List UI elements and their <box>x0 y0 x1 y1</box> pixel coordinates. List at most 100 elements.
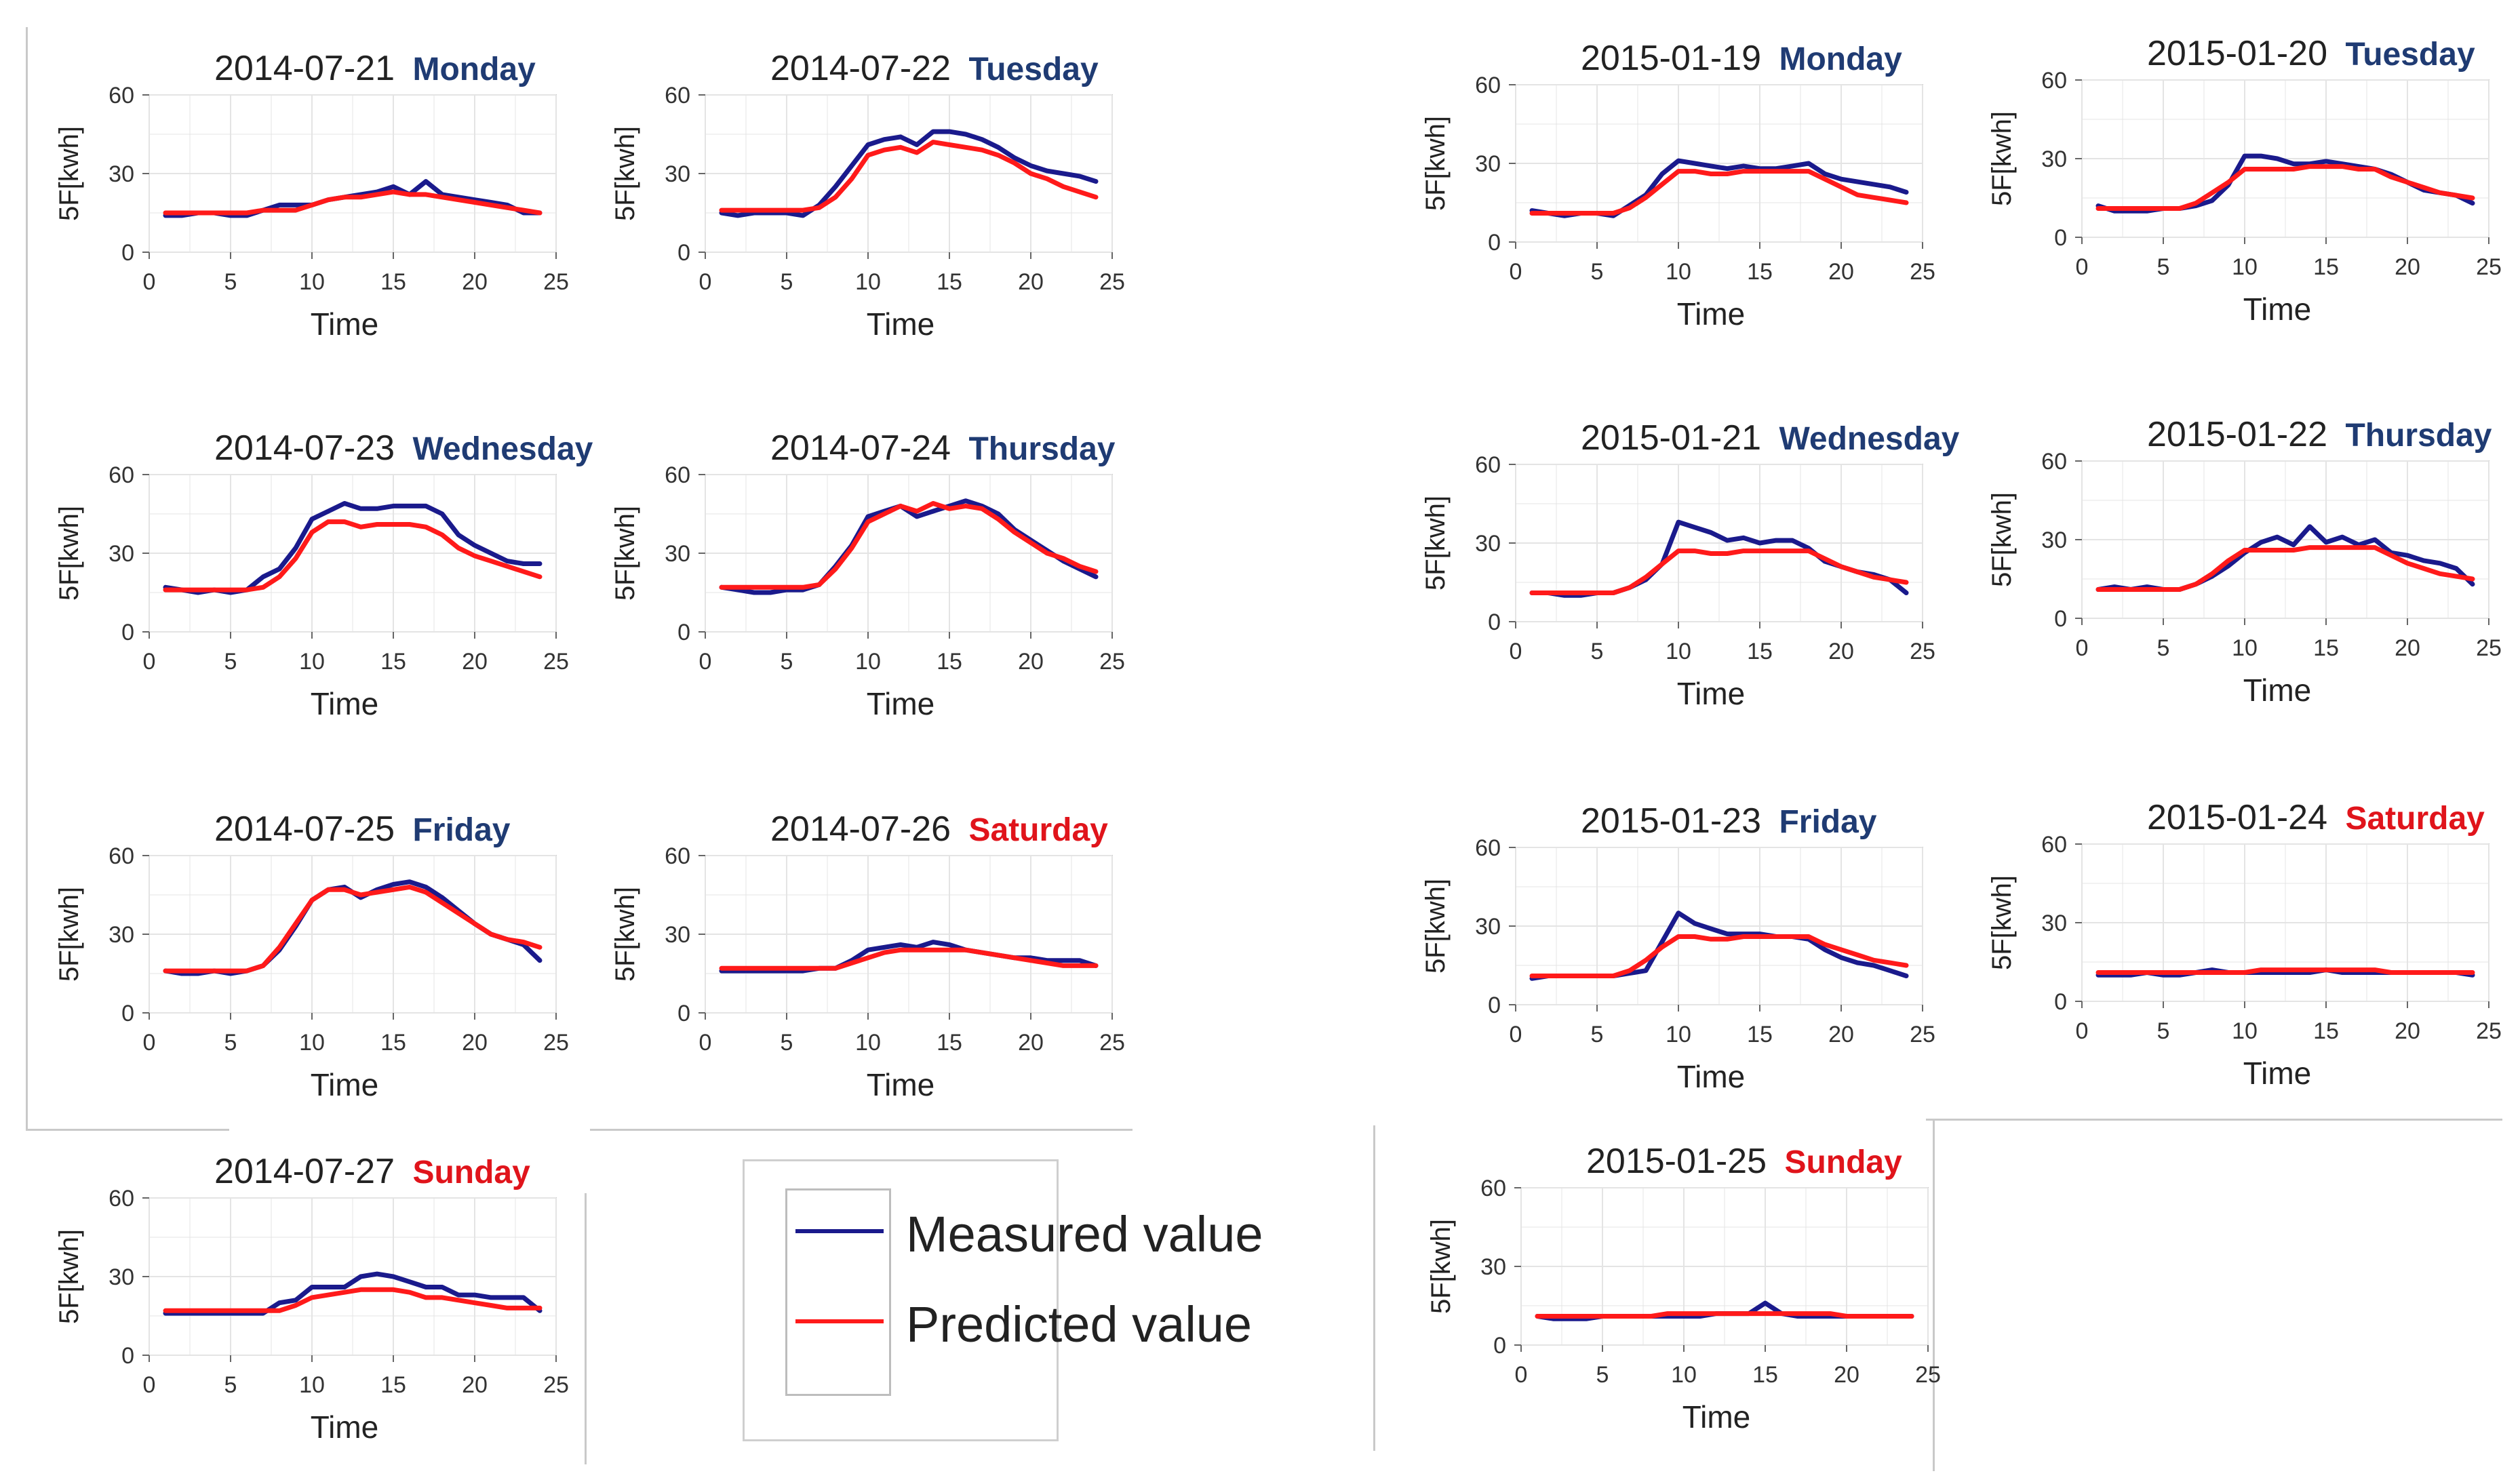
series-predicted-line <box>163 884 543 974</box>
chart-title-day: Wednesday <box>412 431 593 467</box>
x-tick-label: 25 <box>2476 1018 2502 1044</box>
chart-title-date: 2014-07-26 <box>770 809 960 849</box>
series-predicted-line <box>2095 545 2475 592</box>
x-tick-label: 10 <box>299 1030 325 1056</box>
chart-panel-2015-01-22: 0 5 10 15 20 25 0 30 60 Time 5F[kwh] 2015-01-22 Thu… <box>1987 415 2502 708</box>
y-tick-label: 0 <box>121 620 134 645</box>
y-tick-label: 30 <box>1475 914 1501 940</box>
chart-title-day: Sunday <box>412 1155 530 1190</box>
y-tick-label: 60 <box>2041 832 2067 858</box>
y-tick-label: 0 <box>2054 606 2067 632</box>
chart-panel-2014-07-22: 0 5 10 15 20 25 0 30 60 Time 5F[kwh] 2014-07-22 Tue… <box>610 49 1125 342</box>
x-tick-label: 0 <box>699 269 712 295</box>
y-tick-label: 60 <box>1480 1176 1506 1201</box>
chart-panel-2015-01-20: 0 5 10 15 20 25 0 30 60 Time 5F[kwh] 2015-01-20 Tue… <box>1987 34 2502 327</box>
y-axis-label: 5F[kwh] <box>1987 875 2017 970</box>
y-tick-label: 60 <box>109 462 134 488</box>
x-tick-label: 25 <box>1099 1030 1125 1056</box>
x-tick-label: 10 <box>1671 1362 1697 1388</box>
x-tick-label: 0 <box>1515 1362 1528 1388</box>
chart-title-day: Monday <box>1779 41 1902 77</box>
x-tick-label: 20 <box>1834 1362 1859 1388</box>
chart-title: 2014-07-26 Saturday <box>770 809 1108 849</box>
chart-title-date: 2015-01-24 <box>2147 798 2337 837</box>
chart-title-day: Friday <box>1779 804 1876 840</box>
y-tick-label: 60 <box>665 83 690 108</box>
y-tick-label: 0 <box>1488 230 1501 256</box>
x-tick-label: 5 <box>224 1030 237 1056</box>
chart-title-day: Thursday <box>2345 418 2492 454</box>
x-tick-label: 5 <box>1591 639 1604 664</box>
x-tick-label: 15 <box>937 1030 962 1056</box>
x-tick-label: 10 <box>1666 639 1691 664</box>
y-tick-label: 30 <box>109 161 134 187</box>
divider-right-bottom-2 <box>1933 1119 1935 1471</box>
x-tick-label: 0 <box>143 649 156 675</box>
x-tick-label: 5 <box>1591 1022 1604 1047</box>
y-tick-label: 30 <box>2041 146 2067 172</box>
chart-title-day: Tuesday <box>2345 37 2475 73</box>
x-tick-label: 0 <box>1510 639 1522 664</box>
x-tick-label: 10 <box>1666 1022 1691 1047</box>
y-tick-label: 30 <box>109 541 134 567</box>
x-tick-label: 10 <box>855 649 881 675</box>
chart-panel-2014-07-27: 0 5 10 15 20 25 0 30 60 Time 5F[kwh] 2014-07-27 Sun… <box>54 1152 569 1445</box>
divider-left-bottom <box>26 1129 229 1131</box>
x-tick-label: 5 <box>2157 1018 2170 1044</box>
y-tick-label: 0 <box>2054 989 2067 1015</box>
y-tick-label: 0 <box>677 620 690 645</box>
x-axis-label: Time <box>311 1409 379 1445</box>
x-tick-label: 20 <box>462 269 488 295</box>
y-tick-label: 0 <box>1493 1333 1506 1359</box>
x-tick-label: 25 <box>1099 269 1125 295</box>
x-axis-label: Time <box>1677 1059 1746 1094</box>
x-tick-label: 0 <box>2076 254 2089 280</box>
x-tick-label: 0 <box>699 649 712 675</box>
x-tick-label: 5 <box>781 1030 793 1056</box>
y-tick-label: 0 <box>121 1343 134 1369</box>
chart-title: 2015-01-21 Wednesday <box>1581 418 1960 458</box>
x-axis-label: Time <box>1677 296 1746 332</box>
x-tick-label: 15 <box>1747 259 1773 285</box>
x-tick-label: 20 <box>1018 1030 1044 1056</box>
chart-title: 2015-01-24 Saturday <box>2147 798 2485 837</box>
x-tick-label: 25 <box>2476 635 2502 661</box>
series-predicted-line <box>719 140 1099 213</box>
x-tick-label: 0 <box>2076 635 2089 661</box>
x-tick-label: 0 <box>143 1030 156 1056</box>
y-tick-label: 30 <box>1480 1254 1506 1280</box>
series-measured-line <box>719 129 1099 218</box>
y-axis-label: 5F[kwh] <box>1421 496 1451 590</box>
y-tick-label: 30 <box>1475 531 1501 557</box>
x-tick-label: 10 <box>855 269 881 295</box>
chart-title-date: 2014-07-25 <box>214 809 404 849</box>
x-tick-label: 20 <box>1828 639 1854 664</box>
x-axis-label: Time <box>2243 292 2312 327</box>
x-tick-label: 5 <box>2157 635 2170 661</box>
chart-panel-2014-07-24: 0 5 10 15 20 25 0 30 60 Time 5F[kwh] 2014-07-24 Thu… <box>610 428 1125 721</box>
series-predicted-line <box>163 519 543 593</box>
x-tick-label: 25 <box>543 1030 569 1056</box>
y-tick-label: 0 <box>1488 609 1501 635</box>
chart-title-date: 2014-07-21 <box>214 49 404 88</box>
series-predicted-line <box>719 947 1099 971</box>
chart-title: 2014-07-23 Wednesday <box>214 428 593 468</box>
x-tick-label: 15 <box>380 1372 406 1398</box>
chart-panel-2014-07-26: 0 5 10 15 20 25 0 30 60 Time 5F[kwh] 2014-07-26 Sat… <box>610 809 1125 1102</box>
x-tick-label: 10 <box>299 649 325 675</box>
chart-title-day: Wednesday <box>1779 421 1959 457</box>
x-tick-label: 10 <box>299 1372 325 1398</box>
chart-title-day: Saturday <box>968 812 1108 848</box>
y-axis-label: 5F[kwh] <box>1987 492 2017 587</box>
x-tick-label: 15 <box>1747 639 1773 664</box>
legend-item-measured <box>795 1229 884 1233</box>
x-tick-label: 15 <box>937 649 962 675</box>
x-tick-label: 25 <box>1910 1022 1935 1047</box>
chart-title: 2014-07-27 Sunday <box>214 1152 530 1191</box>
x-tick-label: 5 <box>2157 254 2170 280</box>
y-tick-label: 60 <box>1475 73 1501 98</box>
y-tick-label: 30 <box>2041 910 2067 936</box>
x-tick-label: 10 <box>2232 254 2258 280</box>
y-tick-label: 60 <box>109 83 134 108</box>
